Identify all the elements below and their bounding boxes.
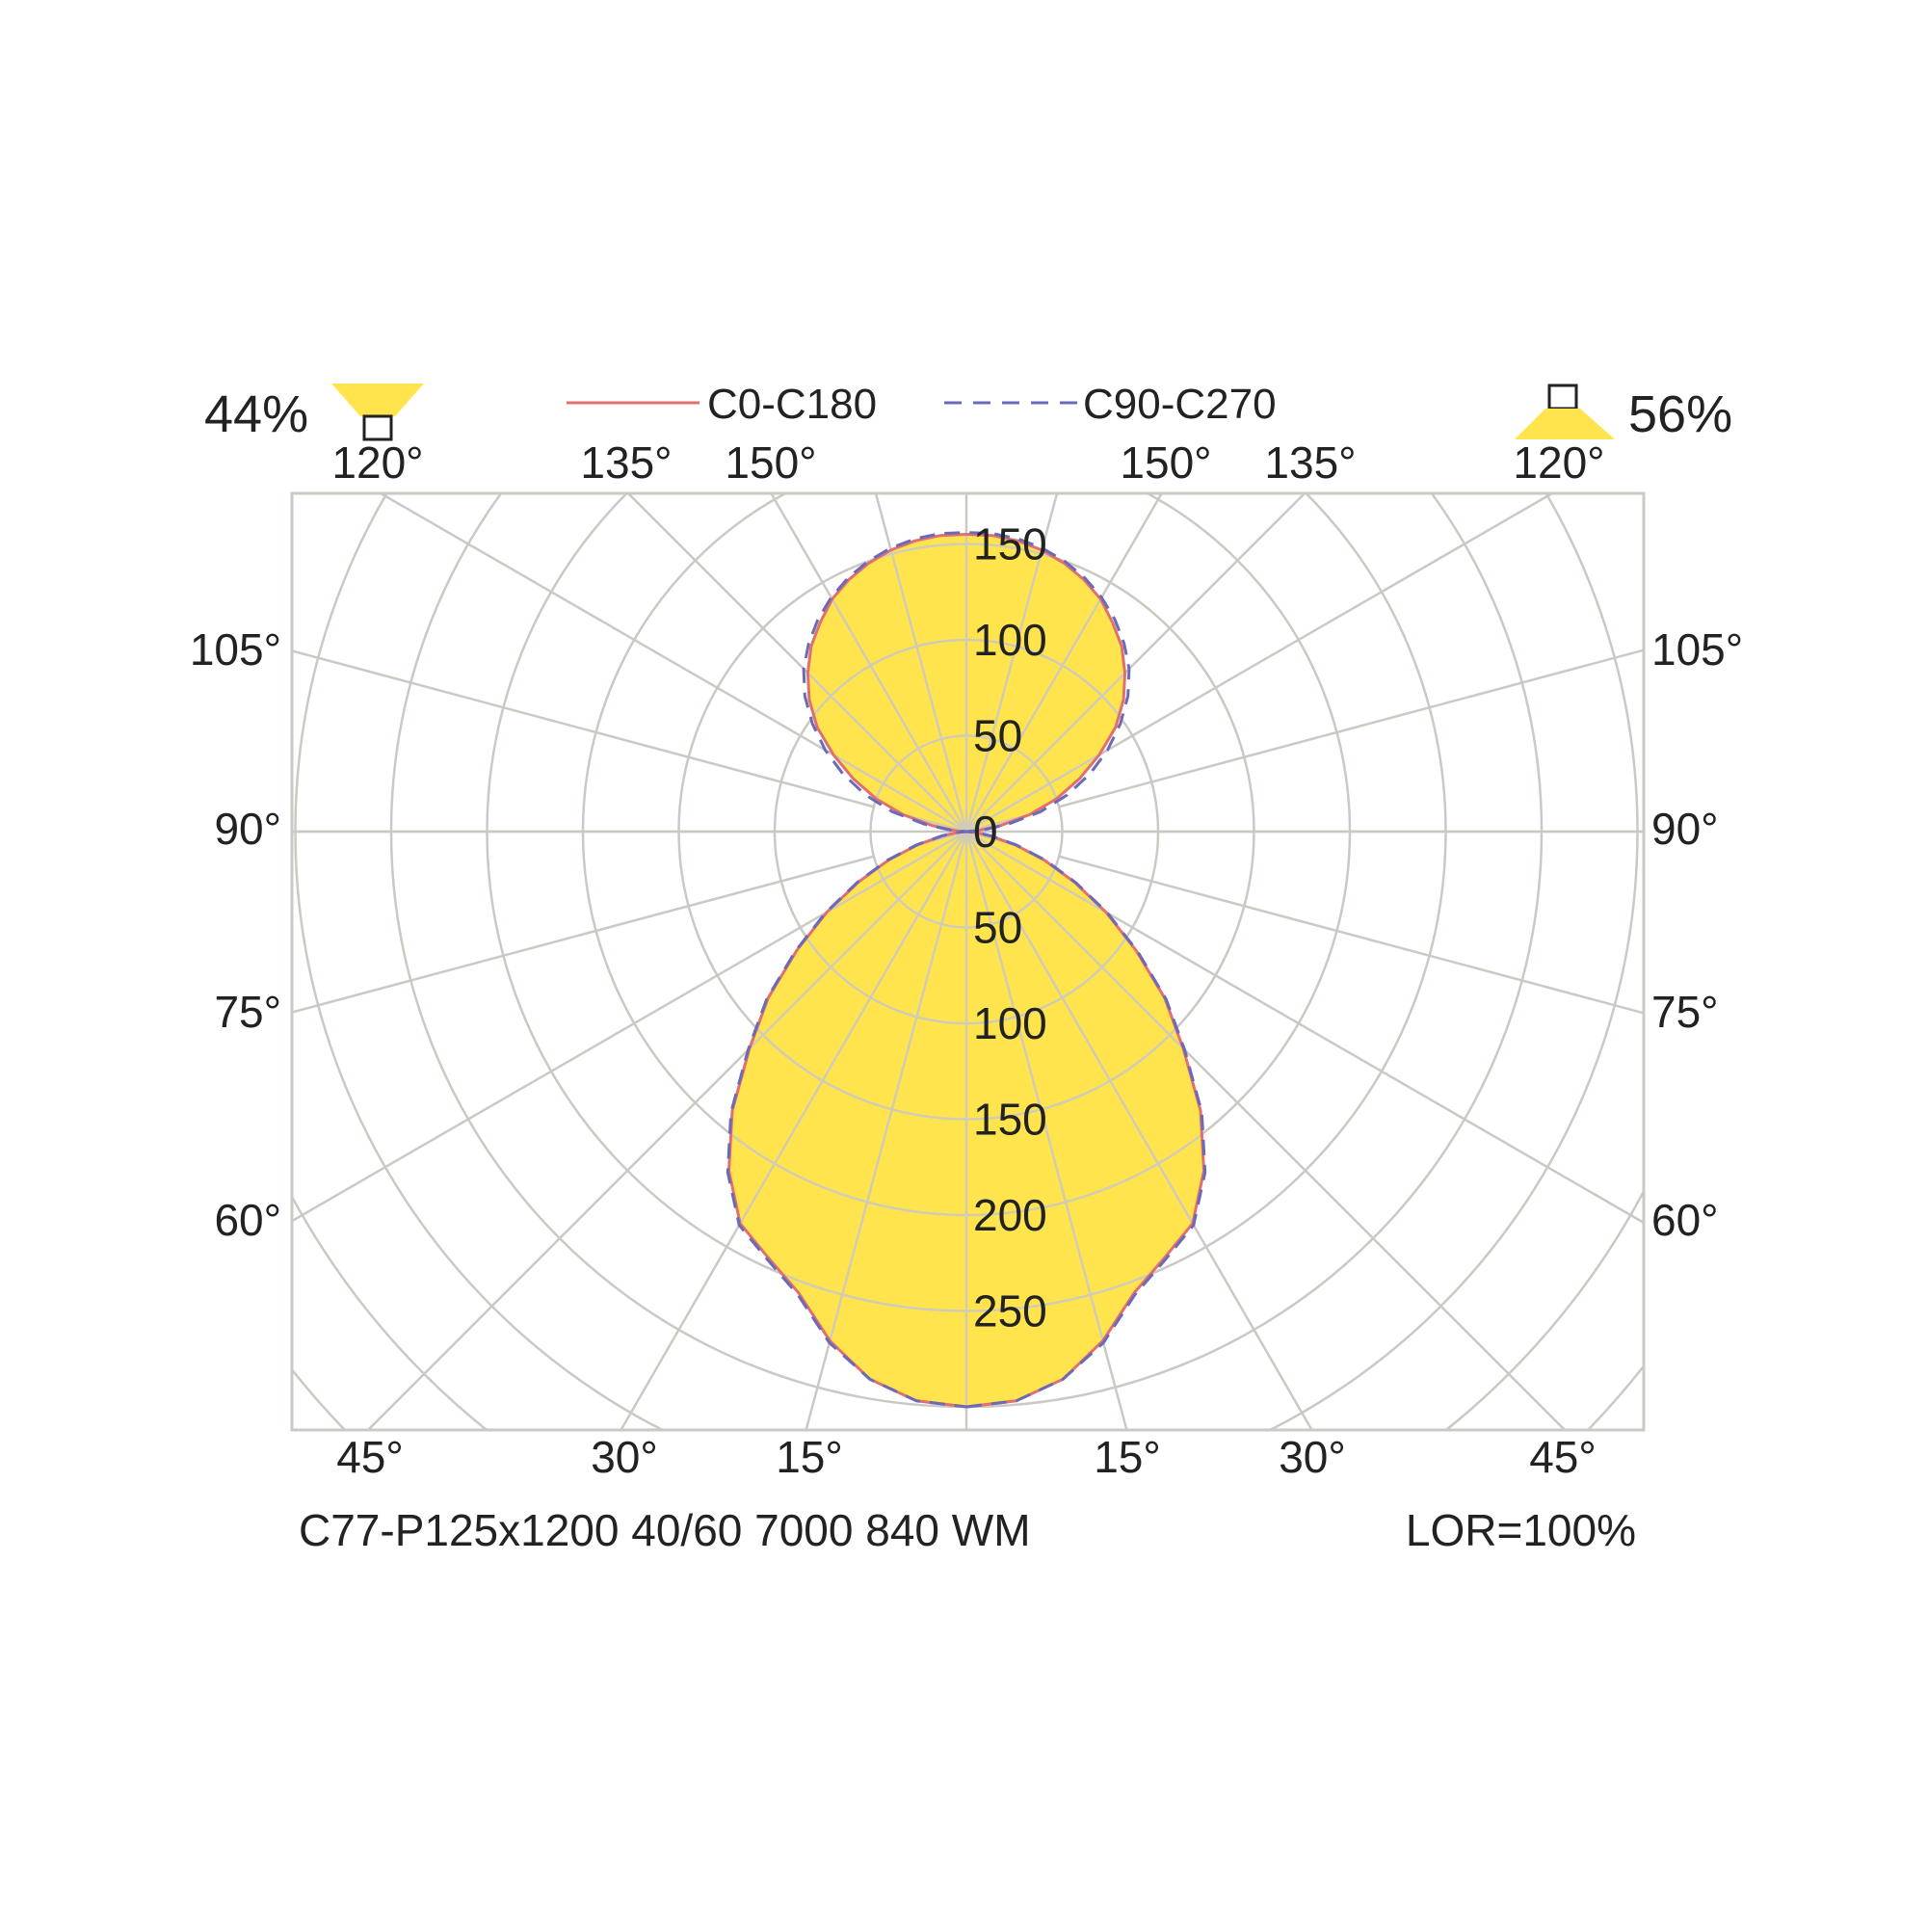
radial-tick-down-250: 250 [973,1286,1047,1337]
angle-label-right-75: 75° [1651,987,1719,1037]
distribution-curves [726,531,1207,1409]
angle-label-left-105: 105° [190,624,281,675]
angle-label-bottom-right-45: 45° [1529,1432,1597,1482]
angle-label-top-right-135: 135° [1264,437,1356,488]
grid-spoke-60 [1048,878,1644,1225]
grid-spoke-210 [769,493,920,750]
grid-spoke-285 [292,855,875,1014]
radial-tick-down-50: 50 [973,903,1022,953]
grid-spoke-120 [1048,493,1555,785]
angle-label-top-left-120: 120° [331,437,423,488]
grid-spoke-240 [378,493,884,785]
angle-label-left-60: 60° [214,1195,281,1245]
product-name: C77-P125x1200 40/60 7000 840 WM [299,1505,1031,1555]
fill-grid-spoke-165 [964,534,1143,833]
angle-label-bottom-left-15: 15° [776,1432,843,1482]
fill-grid-spoke-195 [790,534,968,833]
radial-tick-down-100: 100 [973,998,1047,1048]
angle-label-right-90: 90° [1651,804,1719,854]
fill-grid-spoke-225 [728,534,967,833]
fill-grid-spoke-240 [728,534,967,834]
grid-spoke-300 [292,878,884,1223]
upward-percent: 44% [204,385,308,443]
lor-value: LOR=100% [1406,1505,1636,1555]
radial-tick-down-0: 0 [973,807,998,857]
curve-c0-c180 [726,532,1206,1409]
angle-label-bottom-right-15: 15° [1094,1432,1161,1482]
fill-grid-spoke-315 [728,831,967,1310]
downward-light-indicator: 56% [1515,384,1732,443]
angle-label-top-left-150: 150° [725,437,816,488]
grid-spoke-225 [626,493,900,765]
down-light-icon [1515,409,1615,439]
angle-label-top-right-150: 150° [1120,437,1211,488]
down-luminaire-icon [1547,384,1578,410]
angle-label-right-105: 105° [1651,624,1743,675]
fill-grid-spoke-45 [965,831,1204,1310]
angle-label-bottom-right-30: 30° [1279,1432,1346,1482]
radial-tick-labels: 0 50 100 150 200 250 50 100 150 [973,519,1047,1337]
fill-grid-spoke-135 [965,534,1204,833]
grid-spoke-105 [1058,648,1644,808]
upward-light-indicator: 44% [204,384,424,443]
up-light-icon [331,384,424,416]
radial-tick-up-50: 50 [973,711,1022,761]
angle-label-top-left-135: 135° [580,437,672,488]
downward-percent: 56% [1628,385,1732,443]
legend-label-c0-c180: C0-C180 [707,381,877,428]
fill-grid-spoke-330 [728,831,968,1407]
grid-spoke-255 [292,649,875,808]
up-luminaire-icon [362,414,393,441]
radial-tick-up-150: 150 [973,519,1047,569]
grid-spoke-75 [1058,855,1644,1015]
fill-grid-spoke-30 [964,831,1204,1407]
grid-spoke-150 [1013,493,1164,750]
angle-label-right-60: 60° [1651,1195,1719,1245]
fill-grid-spoke-300 [728,830,967,1171]
fill-grid-spoke-60 [965,830,1204,1171]
angle-labels: 45° 30° 15° 15° 30° 45° 60° 75° 90° 105°… [190,437,1743,1482]
grid-spoke-135 [1033,493,1307,765]
radial-tick-up-100: 100 [973,615,1047,665]
radial-tick-down-200: 200 [973,1190,1047,1240]
fill-grid-spoke-120 [965,534,1204,834]
angle-label-bottom-left-45: 45° [336,1432,404,1482]
angle-label-left-75: 75° [214,987,281,1037]
radial-tick-down-150: 150 [973,1095,1047,1145]
legend-label-c90-c270: C90-C270 [1083,381,1277,428]
angle-label-left-90: 90° [214,804,281,854]
angle-label-bottom-left-30: 30° [591,1432,658,1482]
legend: C0-C180 C90-C270 [567,381,1277,428]
angle-label-top-right-120: 120° [1513,437,1604,488]
